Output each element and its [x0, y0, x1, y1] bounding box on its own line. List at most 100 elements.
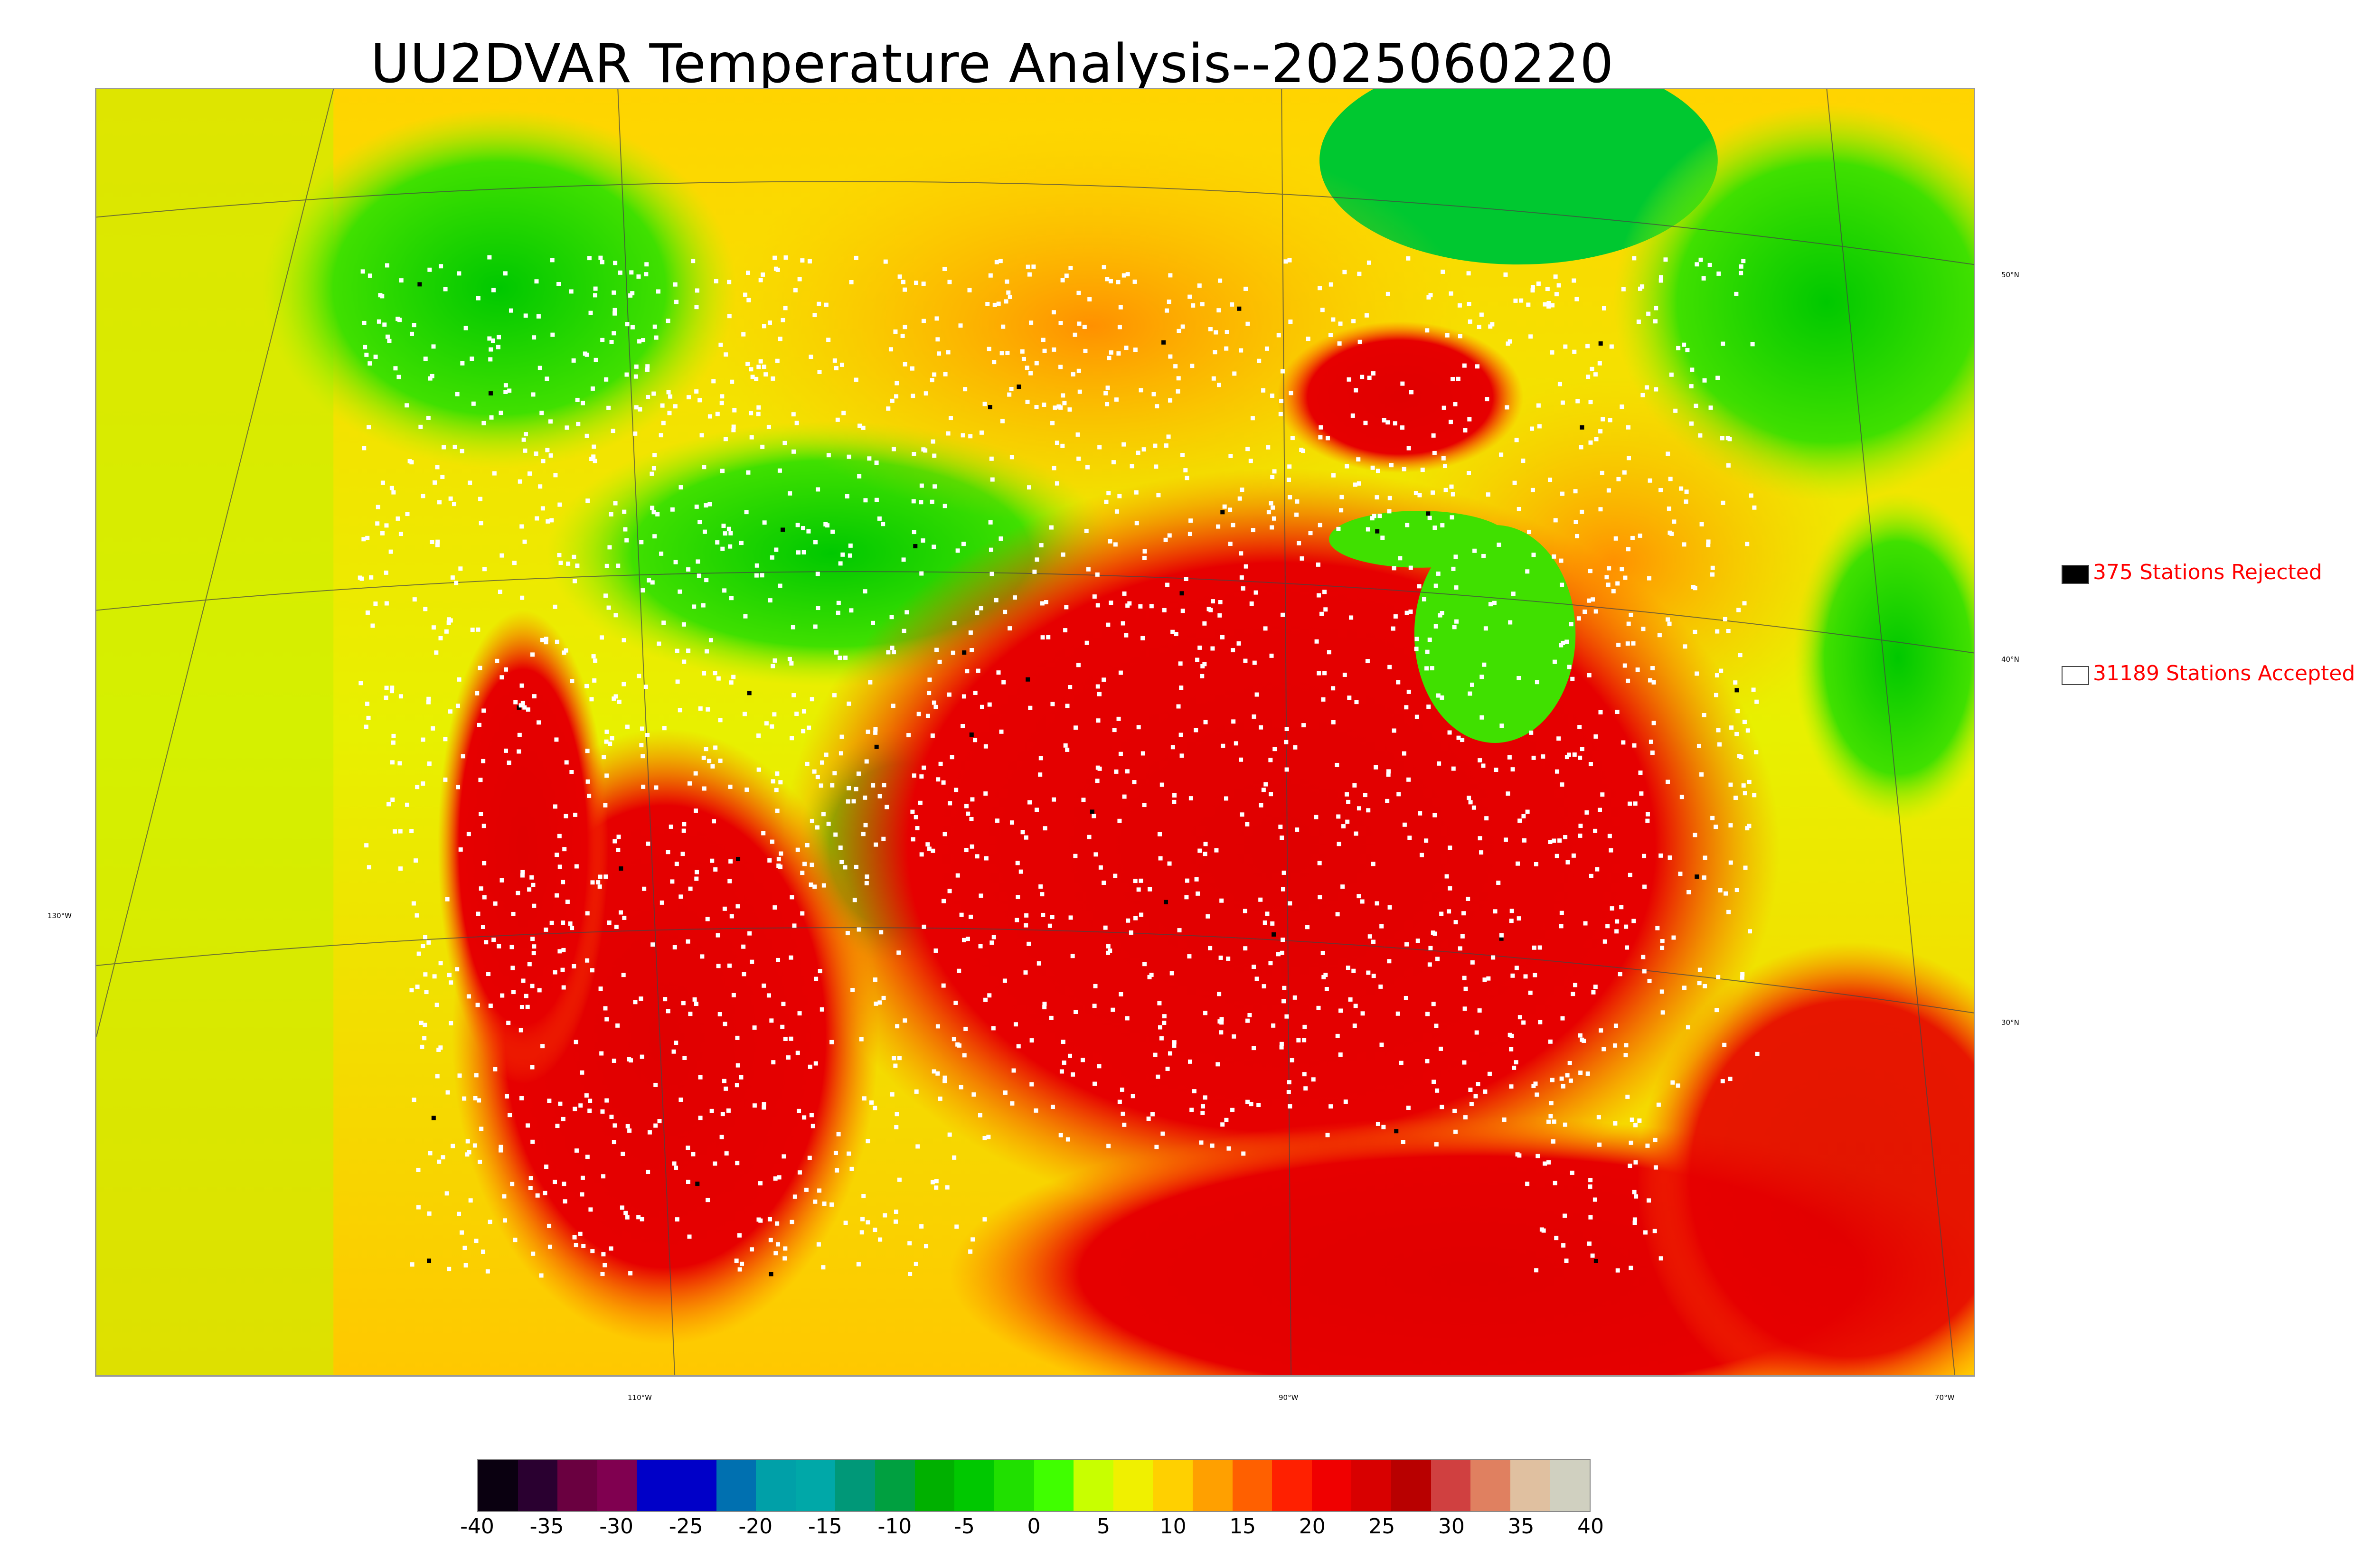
station-dot — [1593, 372, 1598, 377]
colorbar-segment — [1351, 1460, 1392, 1511]
station-dot — [1316, 562, 1320, 567]
station-dot — [651, 466, 656, 470]
station-dot — [1010, 1101, 1015, 1106]
temperature-map[interactable] — [95, 88, 1975, 1377]
station-dot — [1521, 458, 1526, 463]
station-dot — [838, 656, 842, 660]
colorbar-segment — [795, 1460, 836, 1511]
station-dot — [557, 834, 562, 838]
station-dot — [1270, 475, 1275, 479]
station-dot — [1645, 1143, 1650, 1148]
station-dot — [1167, 300, 1171, 304]
station-dot — [903, 1018, 907, 1023]
station-dot — [1593, 828, 1598, 833]
station-dot — [901, 557, 906, 562]
station-dot — [778, 780, 783, 785]
station-dot — [673, 560, 678, 564]
station-dot — [1715, 673, 1719, 678]
station-dot — [1121, 1111, 1125, 1116]
station-dot — [1482, 662, 1487, 667]
station-dot — [1413, 491, 1418, 496]
station-dot — [948, 416, 953, 421]
station-dot — [540, 1044, 545, 1049]
station-dot — [458, 566, 463, 571]
station-dot — [604, 1098, 609, 1103]
station-dot — [910, 366, 914, 371]
station-dot — [1748, 929, 1752, 934]
colorbar-segment — [716, 1460, 756, 1511]
station-dot — [1174, 632, 1178, 637]
station-dot — [1622, 470, 1627, 475]
station-dot — [991, 1026, 996, 1031]
station-dot — [1068, 265, 1073, 270]
station-dot — [1457, 303, 1462, 308]
station-dot — [1117, 325, 1122, 329]
station-dot — [1220, 510, 1225, 515]
station-dot — [1656, 1102, 1661, 1107]
station-dot — [1590, 366, 1594, 371]
station-dot — [1336, 526, 1341, 531]
station-dot — [1042, 348, 1047, 353]
station-dot — [743, 614, 748, 619]
station-dot — [1092, 594, 1097, 599]
station-dot — [1640, 284, 1645, 289]
station-dot — [1118, 751, 1123, 756]
station-dot — [1134, 490, 1139, 495]
station-dot — [625, 1124, 630, 1128]
station-dot — [1263, 782, 1268, 787]
station-dot — [1599, 1028, 1603, 1033]
station-dot — [686, 1180, 691, 1184]
station-dot — [756, 412, 761, 416]
station-dot — [678, 485, 683, 490]
station-dot — [992, 360, 997, 365]
station-dot — [693, 771, 698, 776]
station-dot — [1336, 814, 1341, 819]
station-dot — [1431, 433, 1436, 438]
station-dot — [445, 1090, 450, 1095]
station-dot — [518, 479, 522, 484]
station-dot — [792, 1194, 797, 1199]
station-dot — [1179, 591, 1184, 596]
station-dot — [1280, 369, 1285, 374]
station-dot — [1163, 900, 1168, 904]
station-dot — [592, 444, 596, 449]
station-dot — [934, 1185, 939, 1190]
station-dot — [1133, 879, 1138, 883]
station-dot — [1439, 1046, 1443, 1051]
station-dot — [817, 1188, 822, 1193]
station-dot — [729, 914, 734, 919]
station-dot — [1523, 974, 1528, 979]
station-dot — [1245, 321, 1250, 326]
station-dot — [688, 1012, 693, 1016]
station-dot — [1467, 471, 1471, 475]
station-dot — [362, 320, 367, 325]
station-dot — [1648, 678, 1653, 683]
station-dot — [1230, 302, 1234, 307]
station-dot — [861, 425, 866, 430]
station-dot — [1058, 365, 1063, 369]
station-dot — [1366, 808, 1371, 813]
station-dot — [698, 1075, 703, 1080]
station-dot — [1477, 1008, 1482, 1013]
station-dot — [1440, 523, 1445, 528]
station-dot — [1136, 725, 1141, 730]
station-dot — [839, 860, 844, 864]
station-dot — [1642, 854, 1647, 858]
station-dot — [1462, 363, 1467, 368]
station-dot — [485, 1269, 490, 1274]
station-dot — [756, 1217, 761, 1222]
station-dot — [1217, 992, 1222, 996]
station-dot — [1620, 404, 1624, 409]
station-dot — [1552, 554, 1556, 559]
station-dot — [1243, 909, 1247, 913]
station-dot — [1262, 920, 1267, 925]
station-dot — [654, 785, 659, 790]
station-dot — [1742, 601, 1747, 606]
station-dot — [513, 1238, 518, 1242]
station-dot — [681, 622, 686, 627]
station-dot — [1565, 1073, 1570, 1078]
station-dot — [874, 460, 879, 465]
station-dot — [894, 1209, 898, 1214]
station-dot — [1660, 939, 1665, 944]
station-dot — [1168, 398, 1173, 403]
